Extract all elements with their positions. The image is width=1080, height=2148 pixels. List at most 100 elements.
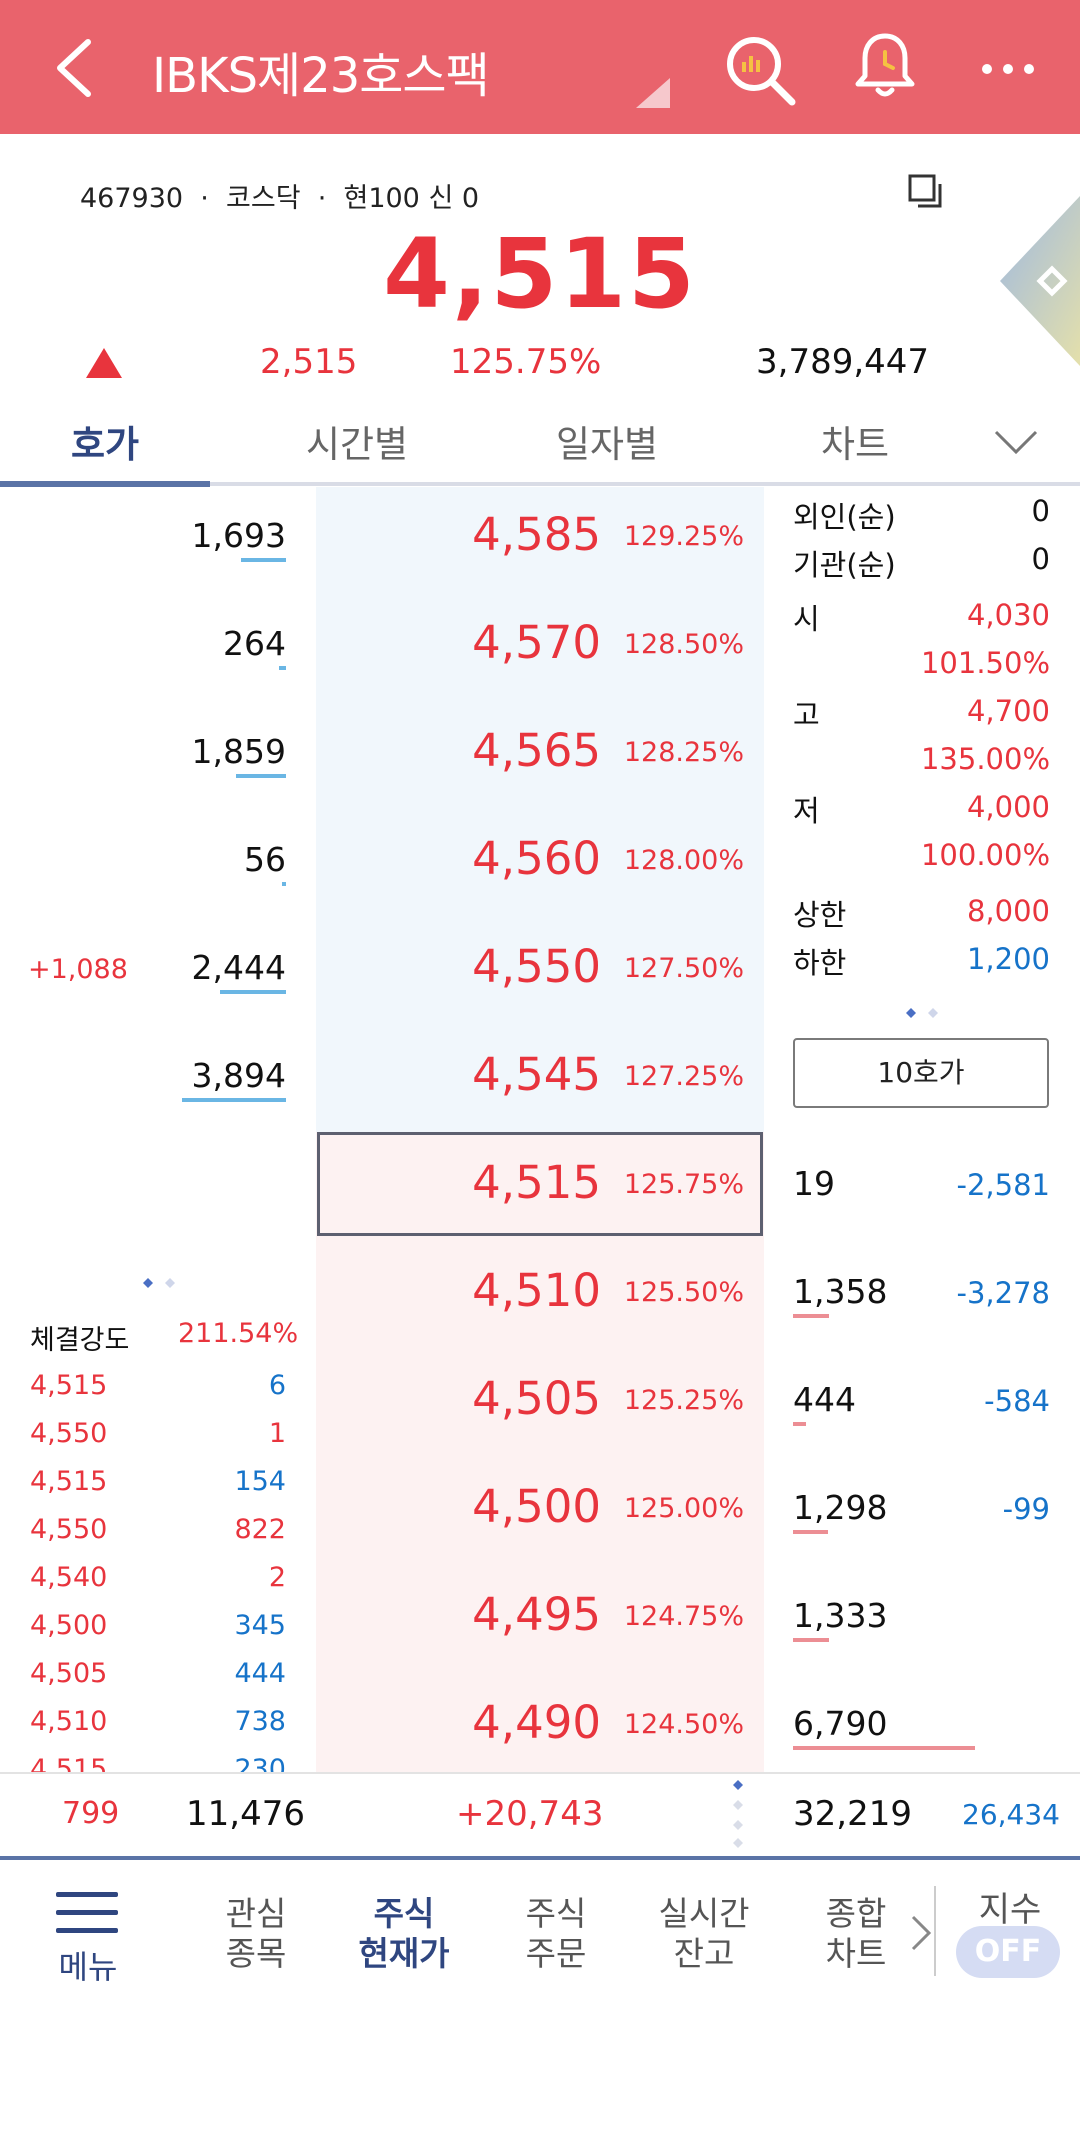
- nav-chart[interactable]: 종합 차트: [786, 1894, 926, 1974]
- upper-limit-value: 8,000: [966, 894, 1050, 928]
- menu-label[interactable]: 메뉴: [58, 1948, 118, 1986]
- market-name: 코스닥: [226, 183, 301, 214]
- chevron-down-icon[interactable]: [994, 428, 1038, 456]
- tab-divider: [0, 482, 1080, 486]
- trade-price: 4,515: [30, 1370, 108, 1401]
- index-toggle[interactable]: OFF: [956, 1926, 1060, 1978]
- trade-list[interactable]: 4,515 6 4,550 1 4,515 154 4,550 822 4,540 2 4,500 3…: [0, 1370, 300, 1772]
- trade-qty: 154: [234, 1466, 286, 1497]
- hamburger-menu-icon[interactable]: [56, 1890, 118, 1936]
- ten-hoga-button[interactable]: 10호가: [793, 1038, 1049, 1108]
- current-row-price[interactable]: 4,515: [472, 1156, 601, 1209]
- bid-volume-bar: [793, 1422, 806, 1426]
- nav-label: 실시간: [658, 1894, 750, 1933]
- ask-rate: 128.00%: [623, 845, 744, 876]
- low-value: 4,000: [966, 790, 1050, 824]
- more-icon[interactable]: [980, 62, 1036, 76]
- bid-price[interactable]: 4,505: [472, 1372, 601, 1425]
- trade-qty: 738: [234, 1706, 286, 1737]
- nav-label: 주문: [525, 1934, 587, 1973]
- ask-volume[interactable]: 1,693: [191, 516, 286, 555]
- nav-label: 현재가: [358, 1934, 450, 1973]
- total-ask-volume: 11,476: [186, 1794, 305, 1834]
- page-indicator[interactable]: [140, 1276, 180, 1290]
- trade-row: 4,540 2: [0, 1562, 300, 1610]
- ask-volume-bar: [182, 1098, 286, 1102]
- low-rate: 100.00%: [920, 838, 1050, 872]
- nav-top-border: [0, 1856, 1080, 1860]
- stock-info-line: 467930 · 코스닥 · 현100 신 0: [80, 176, 479, 215]
- nav-realtime-balance[interactable]: 실시간 잔고: [634, 1894, 774, 1974]
- ask-volume[interactable]: 3,894: [191, 1056, 286, 1095]
- chevron-right-icon[interactable]: [910, 1914, 932, 1952]
- search-icon[interactable]: [722, 32, 796, 106]
- back-icon[interactable]: [52, 38, 96, 98]
- bell-icon[interactable]: [852, 30, 918, 102]
- bid-volume[interactable]: 1,298: [793, 1488, 888, 1527]
- bid-volume[interactable]: 444: [793, 1380, 856, 1419]
- ask-rate: 128.25%: [623, 737, 744, 768]
- tab-daily[interactable]: 일자별: [555, 423, 659, 466]
- bid-volume[interactable]: 6,790: [793, 1704, 888, 1743]
- trade-qty: 230: [234, 1754, 286, 1772]
- index-label: 지수: [978, 1890, 1042, 1930]
- bid-rate: 125.50%: [623, 1277, 744, 1308]
- nav-divider: [934, 1886, 936, 1976]
- ask-volume[interactable]: 264: [223, 624, 286, 663]
- page-indicator[interactable]: [904, 1006, 940, 1020]
- ask-volume-bar: [282, 882, 286, 886]
- current-row-volume[interactable]: 19: [793, 1164, 835, 1203]
- ask-price[interactable]: 4,560: [472, 832, 601, 885]
- strength-label: 체결강도: [30, 1325, 130, 1356]
- current-price-box: [317, 1132, 763, 1236]
- bid-price[interactable]: 4,500: [472, 1480, 601, 1533]
- tab-chart[interactable]: 차트: [820, 423, 890, 466]
- trade-price: 4,515: [30, 1754, 108, 1772]
- trade-price: 4,500: [30, 1610, 108, 1641]
- nav-label: 주식: [373, 1894, 435, 1933]
- bid-price[interactable]: 4,490: [472, 1696, 601, 1749]
- ask-price[interactable]: 4,550: [472, 940, 601, 993]
- up-arrow-icon: [86, 348, 122, 378]
- nav-label: 종합: [825, 1894, 887, 1933]
- bid-volume[interactable]: 1,358: [793, 1272, 888, 1311]
- app-header: [0, 0, 1080, 134]
- ask-price[interactable]: 4,570: [472, 616, 601, 669]
- bid-change: -3,278: [956, 1276, 1051, 1310]
- bid-volume-bar: [793, 1746, 975, 1750]
- ask-price[interactable]: 4,545: [472, 1048, 601, 1101]
- trade-row: 4,550 1: [0, 1418, 300, 1466]
- ask-volume[interactable]: 2,444: [191, 948, 286, 987]
- ask-rate: 127.50%: [623, 953, 744, 984]
- high-value: 4,700: [966, 694, 1050, 728]
- scroll-indicator[interactable]: [730, 1778, 746, 1850]
- ask-volume[interactable]: 1,859: [191, 732, 286, 771]
- stock-title[interactable]: IBKS제23호스팩: [152, 48, 490, 104]
- tab-time[interactable]: 시간별: [305, 423, 409, 466]
- bid-price[interactable]: 4,510: [472, 1264, 601, 1317]
- favorite-side-tab[interactable]: [1000, 196, 1080, 366]
- trade-qty: 822: [234, 1514, 286, 1545]
- trade-volume: 3,789,447: [756, 342, 930, 382]
- ask-volume-bar: [279, 666, 286, 670]
- ask-volume[interactable]: 56: [244, 840, 286, 879]
- foreign-value: 0: [1031, 494, 1050, 528]
- nav-current-price[interactable]: 주식 현재가: [334, 1894, 474, 1974]
- nav-watchlist[interactable]: 관심 종목: [186, 1894, 326, 1974]
- nav-order[interactable]: 주식 주문: [486, 1894, 626, 1974]
- copy-icon[interactable]: [908, 174, 942, 208]
- upper-limit-label: 상한: [793, 898, 847, 932]
- nav-label: 종목: [225, 1934, 287, 1973]
- bid-change: -584: [984, 1384, 1050, 1418]
- institution-value: 0: [1031, 542, 1050, 576]
- bid-volume[interactable]: 1,333: [793, 1596, 888, 1635]
- tab-hoga[interactable]: 호가: [70, 423, 140, 466]
- ask-price[interactable]: 4,565: [472, 724, 601, 777]
- bid-price[interactable]: 4,495: [472, 1588, 601, 1641]
- open-rate: 101.50%: [920, 646, 1050, 680]
- ask-price[interactable]: 4,585: [472, 508, 601, 561]
- separator: ·: [200, 183, 209, 214]
- trade-qty: 444: [234, 1658, 286, 1689]
- dropdown-corner-icon[interactable]: [636, 78, 670, 108]
- foreign-label: 외인(순): [793, 500, 896, 534]
